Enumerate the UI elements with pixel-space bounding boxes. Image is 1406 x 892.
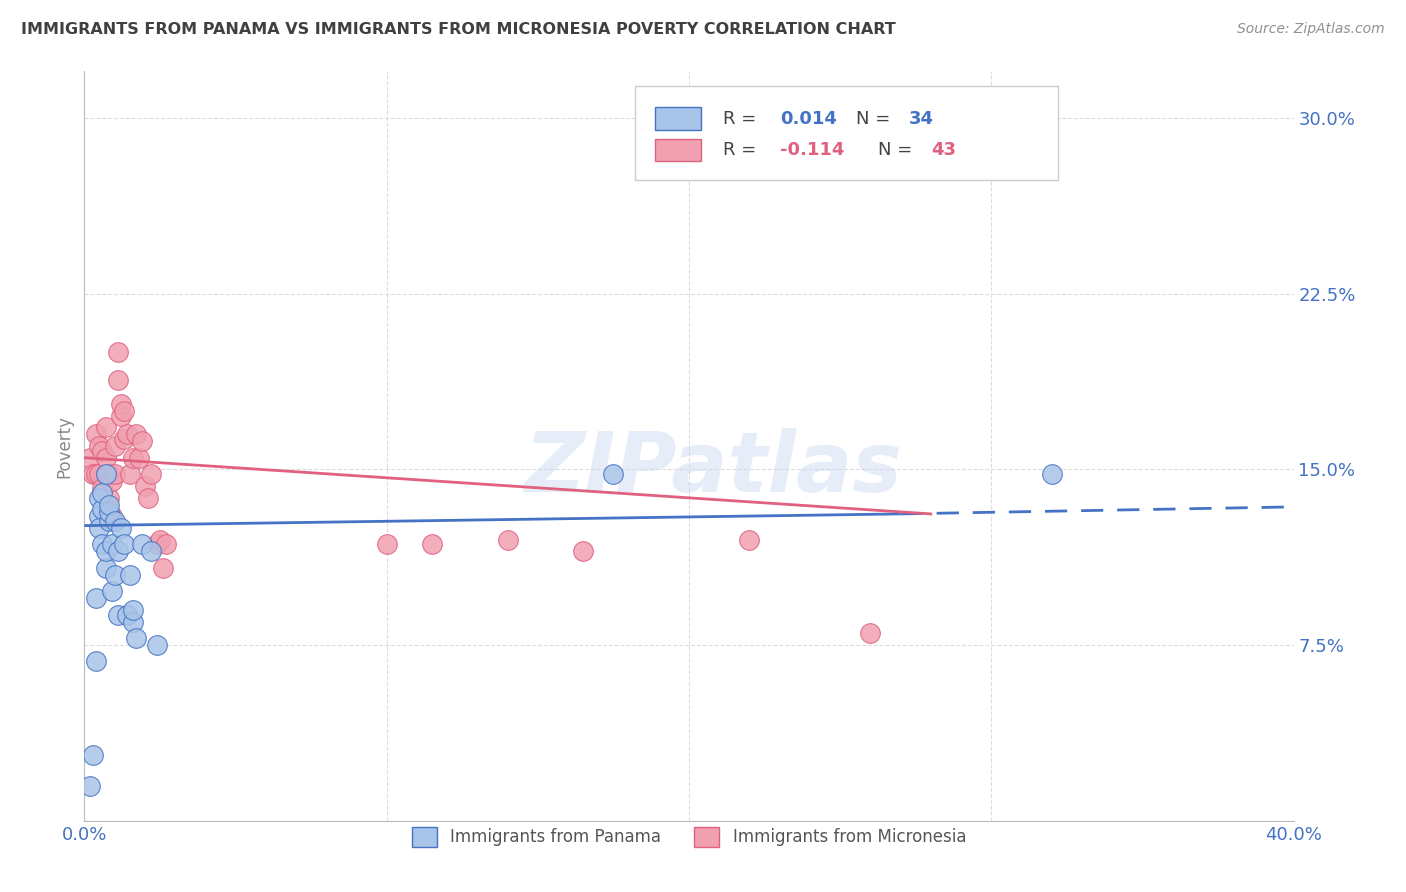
Point bbox=[496, 533, 519, 547]
Point bbox=[121, 615, 143, 629]
Point bbox=[91, 443, 114, 458]
Point bbox=[94, 450, 117, 465]
Point bbox=[420, 537, 443, 551]
Point bbox=[1040, 467, 1063, 482]
Point bbox=[107, 345, 129, 359]
Point bbox=[155, 537, 177, 551]
Point bbox=[89, 467, 111, 482]
Point bbox=[89, 509, 111, 524]
Text: 34: 34 bbox=[910, 110, 934, 128]
Point bbox=[91, 481, 114, 495]
Point bbox=[82, 467, 104, 482]
Point bbox=[136, 491, 159, 505]
Point bbox=[100, 537, 122, 551]
Point bbox=[104, 439, 127, 453]
Point bbox=[86, 467, 108, 482]
Point bbox=[118, 467, 141, 482]
Point bbox=[152, 561, 174, 575]
Point bbox=[110, 521, 132, 535]
Point bbox=[97, 514, 120, 528]
Point bbox=[94, 467, 117, 482]
Point bbox=[97, 498, 120, 512]
Point bbox=[86, 655, 108, 669]
Point bbox=[115, 607, 138, 622]
Point bbox=[89, 491, 111, 505]
Point bbox=[91, 537, 114, 551]
Point bbox=[110, 409, 132, 423]
Point bbox=[97, 467, 120, 482]
Point bbox=[97, 505, 120, 519]
Point bbox=[89, 521, 111, 535]
Point bbox=[139, 467, 162, 482]
Point bbox=[94, 544, 117, 558]
Point bbox=[100, 509, 122, 524]
Point bbox=[115, 427, 138, 442]
Text: 43: 43 bbox=[931, 141, 956, 159]
Point bbox=[118, 567, 141, 582]
Point bbox=[572, 544, 595, 558]
Point bbox=[134, 479, 156, 493]
Point bbox=[86, 427, 108, 442]
Point bbox=[131, 434, 153, 449]
Point bbox=[79, 779, 101, 793]
Point bbox=[86, 591, 108, 606]
Legend: Immigrants from Panama, Immigrants from Micronesia: Immigrants from Panama, Immigrants from … bbox=[405, 820, 973, 854]
Text: N =: N = bbox=[856, 110, 896, 128]
Text: R =: R = bbox=[723, 110, 762, 128]
Bar bbox=[655, 139, 702, 161]
Point bbox=[79, 450, 101, 465]
Point bbox=[125, 427, 148, 442]
Point bbox=[107, 544, 129, 558]
Point bbox=[97, 491, 120, 505]
Text: 0.014: 0.014 bbox=[780, 110, 837, 128]
Point bbox=[146, 537, 169, 551]
Point bbox=[121, 603, 143, 617]
Text: IMMIGRANTS FROM PANAMA VS IMMIGRANTS FROM MICRONESIA POVERTY CORRELATION CHART: IMMIGRANTS FROM PANAMA VS IMMIGRANTS FRO… bbox=[21, 22, 896, 37]
Text: -0.114: -0.114 bbox=[780, 141, 844, 159]
Point bbox=[131, 537, 153, 551]
Text: R =: R = bbox=[723, 141, 762, 159]
Point bbox=[128, 450, 150, 465]
Point bbox=[859, 626, 882, 640]
Bar bbox=[655, 107, 702, 130]
Point bbox=[110, 397, 132, 411]
Point bbox=[94, 420, 117, 434]
Point bbox=[602, 467, 624, 482]
Point bbox=[149, 533, 172, 547]
FancyBboxPatch shape bbox=[634, 87, 1057, 180]
Point bbox=[107, 374, 129, 388]
Point bbox=[738, 533, 761, 547]
Point bbox=[94, 561, 117, 575]
Point bbox=[112, 432, 135, 446]
Point bbox=[89, 439, 111, 453]
Point bbox=[100, 474, 122, 488]
Point bbox=[121, 450, 143, 465]
Point bbox=[82, 747, 104, 762]
Point bbox=[112, 404, 135, 418]
Point bbox=[146, 638, 169, 652]
Point bbox=[375, 537, 398, 551]
Point bbox=[104, 567, 127, 582]
Text: N =: N = bbox=[877, 141, 918, 159]
Point bbox=[112, 537, 135, 551]
Point bbox=[91, 502, 114, 516]
Text: Source: ZipAtlas.com: Source: ZipAtlas.com bbox=[1237, 22, 1385, 37]
Point bbox=[104, 467, 127, 482]
Point bbox=[94, 467, 117, 482]
Point bbox=[91, 485, 114, 500]
Point bbox=[100, 584, 122, 599]
Point bbox=[139, 544, 162, 558]
Point bbox=[125, 631, 148, 645]
Y-axis label: Poverty: Poverty bbox=[55, 415, 73, 477]
Point bbox=[920, 135, 942, 149]
Point bbox=[107, 607, 129, 622]
Text: ZIPatlas: ZIPatlas bbox=[524, 428, 903, 509]
Point bbox=[104, 514, 127, 528]
